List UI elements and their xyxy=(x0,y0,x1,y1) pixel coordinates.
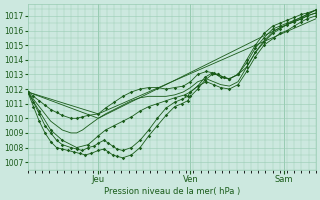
X-axis label: Pression niveau de la mer( hPa ): Pression niveau de la mer( hPa ) xyxy=(104,187,240,196)
